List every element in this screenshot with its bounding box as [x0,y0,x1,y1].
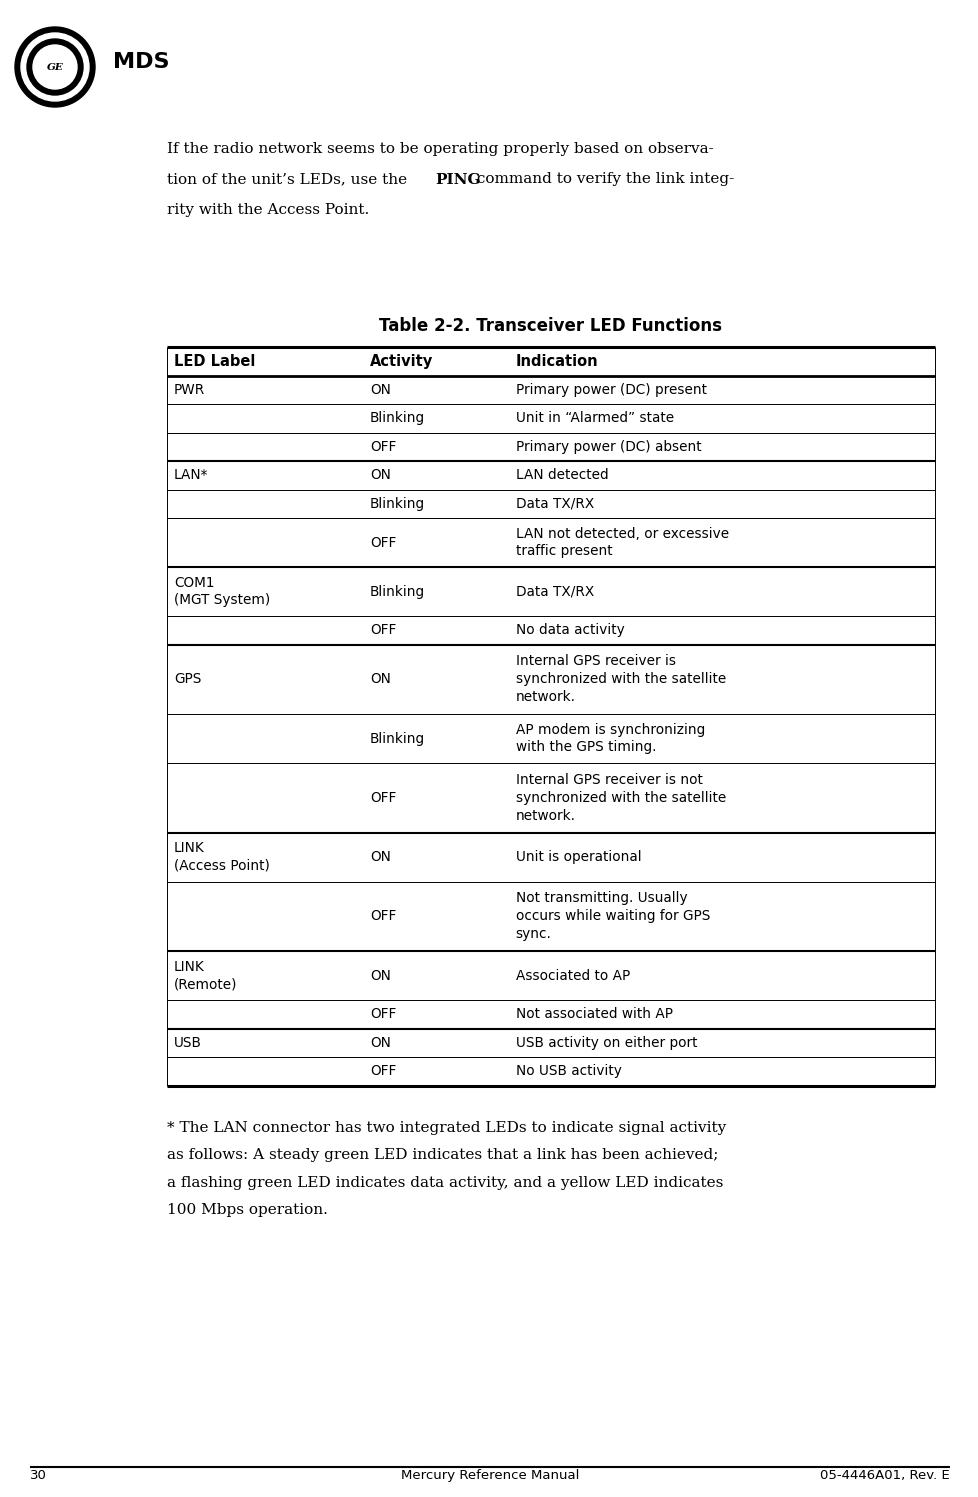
Text: LAN*: LAN* [174,469,208,482]
Text: * The LAN connector has two integrated LEDs to indicate signal activity: * The LAN connector has two integrated L… [167,1120,726,1135]
Text: OFF: OFF [370,790,396,805]
Text: OFF: OFF [370,623,396,638]
Text: OFF: OFF [370,1064,396,1078]
Text: OFF: OFF [370,536,396,549]
Text: Primary power (DC) absent: Primary power (DC) absent [515,440,700,454]
Text: LAN detected: LAN detected [515,469,607,482]
Text: command to verify the link integ-: command to verify the link integ- [471,172,734,187]
Text: Blinking: Blinking [370,412,424,425]
Text: LINK
(Access Point): LINK (Access Point) [174,841,270,873]
Text: Activity: Activity [370,353,432,368]
Text: COM1
(MGT System): COM1 (MGT System) [174,575,270,608]
Text: Associated to AP: Associated to AP [515,969,630,982]
Text: LINK
(Remote): LINK (Remote) [174,960,238,991]
Text: OFF: OFF [370,1007,396,1021]
Text: No USB activity: No USB activity [515,1064,621,1078]
Text: If the radio network seems to be operating properly based on observa-: If the radio network seems to be operati… [167,142,713,156]
Text: Indication: Indication [515,353,598,368]
Text: Internal GPS receiver is not
synchronized with the satellite
network.: Internal GPS receiver is not synchronize… [515,772,726,822]
Text: 05-4446A01, Rev. E: 05-4446A01, Rev. E [820,1469,949,1482]
Text: ON: ON [370,383,390,397]
Text: Table 2-2. Transceiver LED Functions: Table 2-2. Transceiver LED Functions [379,317,722,335]
Text: ON: ON [370,469,390,482]
Text: 30: 30 [30,1469,47,1482]
Text: Not associated with AP: Not associated with AP [515,1007,672,1021]
Circle shape [33,45,77,88]
Text: Primary power (DC) present: Primary power (DC) present [515,383,706,397]
Text: Blinking: Blinking [370,732,424,746]
Text: Blinking: Blinking [370,584,424,599]
Text: Data TX/RX: Data TX/RX [515,584,594,599]
Text: Mercury Reference Manual: Mercury Reference Manual [400,1469,579,1482]
Circle shape [15,27,95,106]
Text: USB activity on either port: USB activity on either port [515,1036,696,1049]
Text: No data activity: No data activity [515,623,624,638]
Text: tion of the unit’s LEDs, use the: tion of the unit’s LEDs, use the [167,172,412,187]
Text: Not transmitting. Usually
occurs while waiting for GPS
sync.: Not transmitting. Usually occurs while w… [515,891,709,942]
Text: ON: ON [370,672,390,686]
Text: ON: ON [370,1036,390,1049]
Text: GE: GE [47,63,64,72]
Text: Blinking: Blinking [370,497,424,510]
Circle shape [27,39,83,94]
Text: AP modem is synchronizing
with the GPS timing.: AP modem is synchronizing with the GPS t… [515,723,704,754]
Text: USB: USB [174,1036,201,1049]
Text: LED Label: LED Label [174,353,255,368]
Text: PWR: PWR [174,383,205,397]
Text: Unit is operational: Unit is operational [515,850,641,864]
Text: Data TX/RX: Data TX/RX [515,497,594,510]
Text: ON: ON [370,969,390,982]
Text: 100 Mbps operation.: 100 Mbps operation. [167,1204,328,1217]
Text: OFF: OFF [370,909,396,924]
Circle shape [21,33,89,100]
Text: OFF: OFF [370,440,396,454]
Text: PING: PING [434,172,480,187]
Text: ON: ON [370,850,390,864]
Text: MDS: MDS [112,52,169,72]
Text: rity with the Access Point.: rity with the Access Point. [167,204,369,217]
Text: GPS: GPS [174,672,201,686]
Text: as follows: A steady green LED indicates that a link has been achieved;: as follows: A steady green LED indicates… [167,1148,718,1162]
Text: LAN not detected, or excessive
traffic present: LAN not detected, or excessive traffic p… [515,527,729,558]
Text: Unit in “Alarmed” state: Unit in “Alarmed” state [515,412,673,425]
Text: a flashing green LED indicates data activity, and a yellow LED indicates: a flashing green LED indicates data acti… [167,1175,723,1190]
Text: Internal GPS receiver is
synchronized with the satellite
network.: Internal GPS receiver is synchronized wi… [515,654,726,704]
